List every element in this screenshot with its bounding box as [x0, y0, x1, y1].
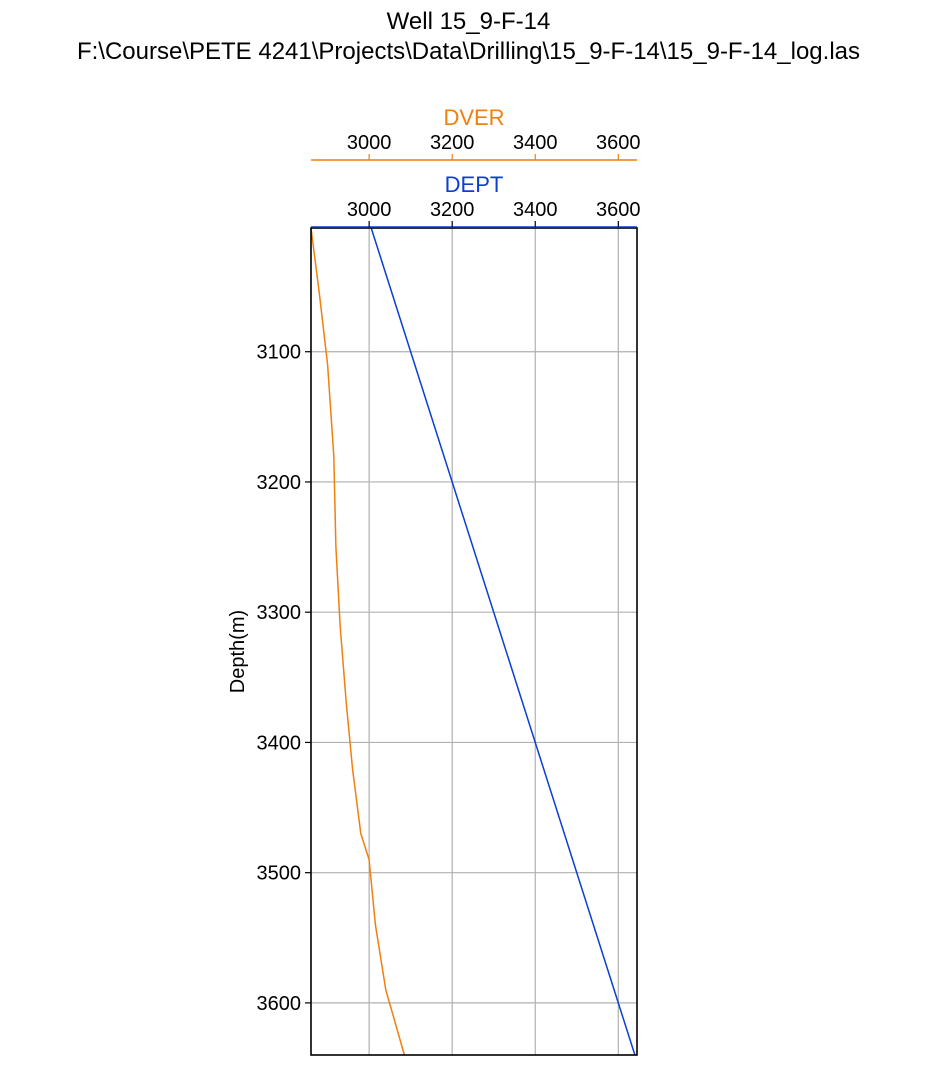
plot-frame [310, 227, 638, 1056]
series-line-dver [310, 227, 406, 1056]
chart-title: Well 15_9-F-14 [386, 8, 551, 35]
y-tick-label: 3600 [257, 993, 302, 1015]
x-tick-label: 3200 [430, 132, 475, 154]
y-axis-label: Depth(m) [227, 610, 249, 693]
x-tick-label: 3400 [513, 132, 558, 154]
y-tick-label: 3300 [257, 602, 302, 624]
x-axis-label-dver: DVER [443, 105, 504, 130]
x-axis-label-dept: DEPT [445, 172, 504, 197]
x-tick-label: 3200 [430, 199, 475, 221]
x-tick-label: 3400 [513, 199, 558, 221]
y-tick-label: 3500 [257, 863, 302, 885]
x-tick-label: 3600 [596, 199, 641, 221]
chart-subtitle: F:\Course\PETE 4241\Projects\Data\Drilli… [76, 38, 861, 65]
x-tick-label: 3600 [596, 132, 641, 154]
y-tick-label: 3400 [257, 732, 302, 754]
y-tick-label: 3200 [257, 472, 302, 494]
series-line-dept [370, 227, 636, 1056]
x-tick-label: 3000 [347, 199, 392, 221]
x-tick-label: 3000 [347, 132, 392, 154]
y-tick-label: 3100 [257, 342, 302, 364]
